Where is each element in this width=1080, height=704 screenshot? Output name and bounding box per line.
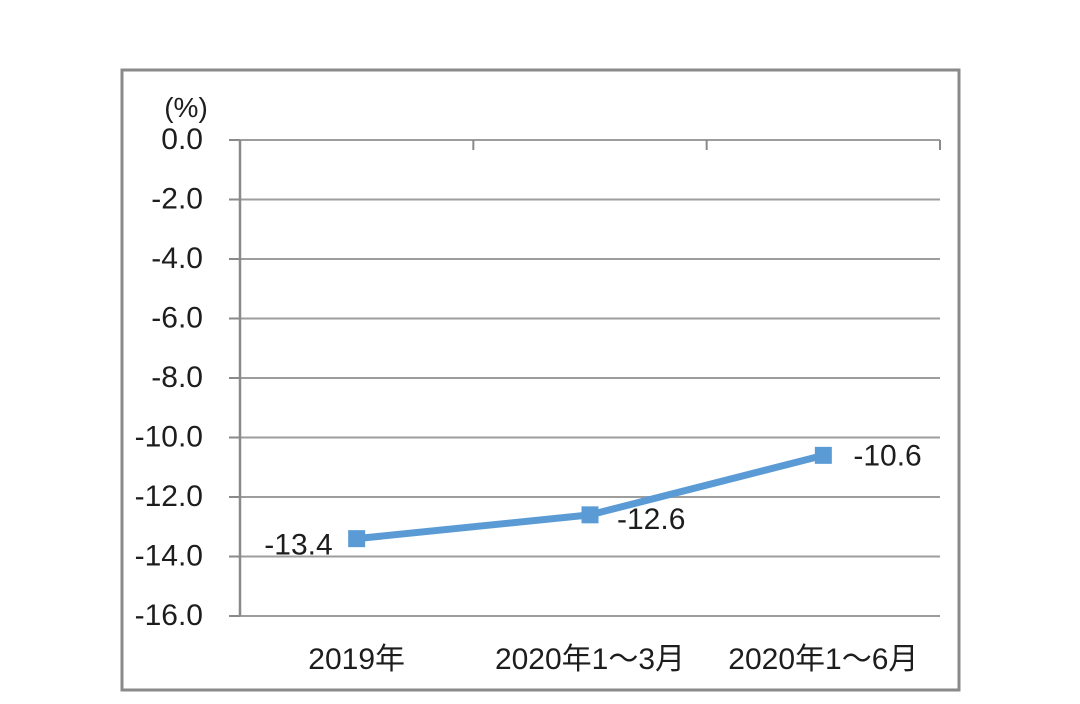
y-tick-label: -16.0 <box>135 599 203 632</box>
y-tick-label: -4.0 <box>151 242 203 275</box>
y-tick-label: -14.0 <box>135 540 203 573</box>
unit-label: (%) <box>164 92 208 123</box>
y-tick-label: 0.0 <box>161 123 203 156</box>
data-label: -10.6 <box>853 439 921 472</box>
y-tick-label: -10.0 <box>135 421 203 454</box>
y-tick-label: -8.0 <box>151 361 203 394</box>
x-category-label: 2020年1～6月 <box>728 643 918 676</box>
x-category-label: 2020年1～3月 <box>495 643 685 676</box>
data-point-marker <box>348 530 366 548</box>
x-category-label: 2019年 <box>308 643 405 676</box>
data-point-marker <box>814 446 832 464</box>
y-tick-label: -12.0 <box>135 480 203 513</box>
y-tick-label: -6.0 <box>151 302 203 335</box>
data-label: -12.6 <box>617 503 685 536</box>
y-tick-label: -2.0 <box>151 183 203 216</box>
data-label: -13.4 <box>264 529 332 562</box>
data-point-marker <box>581 506 599 524</box>
chart-border <box>120 68 961 692</box>
